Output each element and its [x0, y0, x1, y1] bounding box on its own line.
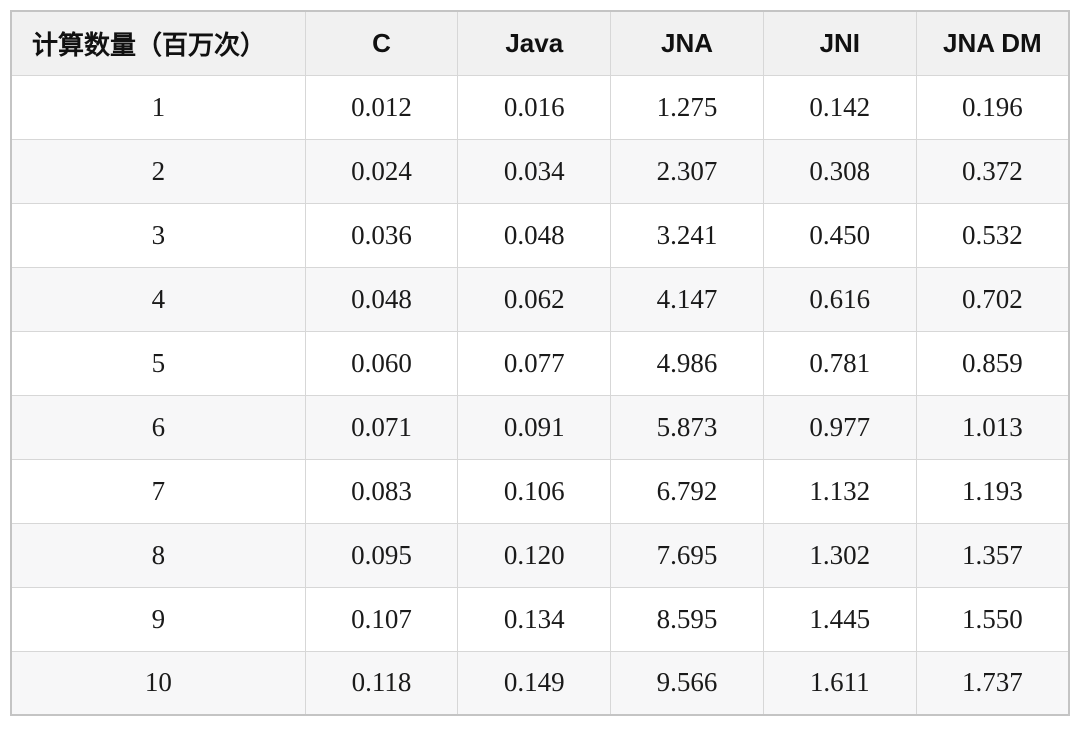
row-label-cell: 3 — [10, 202, 306, 268]
header-cell-jni: JNI — [762, 10, 917, 76]
table-row: 6 0.071 0.091 5.873 0.977 1.013 — [10, 394, 1070, 460]
value-cell: 0.095 — [304, 522, 459, 588]
value-cell: 0.048 — [304, 266, 459, 332]
value-cell: 0.012 — [304, 74, 459, 140]
value-cell: 0.077 — [457, 330, 612, 396]
header-cell-java: Java — [457, 10, 612, 76]
value-cell: 0.106 — [457, 458, 612, 524]
row-label-cell: 10 — [10, 650, 306, 716]
value-cell: 7.695 — [610, 522, 764, 588]
value-cell: 0.107 — [304, 586, 459, 652]
value-cell: 0.083 — [304, 458, 459, 524]
value-cell: 6.792 — [610, 458, 764, 524]
table-row: 10 0.118 0.149 9.566 1.611 1.737 — [10, 650, 1070, 716]
row-label-cell: 9 — [10, 586, 306, 652]
value-cell: 4.986 — [610, 330, 764, 396]
table-row: 4 0.048 0.062 4.147 0.616 0.702 — [10, 266, 1070, 332]
row-label-cell: 4 — [10, 266, 306, 332]
value-cell: 0.149 — [457, 650, 612, 716]
header-row: 计算数量（百万次） C Java JNA JNI JNA DM — [10, 10, 1070, 76]
value-cell: 0.977 — [762, 394, 917, 460]
value-cell: 0.016 — [457, 74, 612, 140]
table-row: 5 0.060 0.077 4.986 0.781 0.859 — [10, 330, 1070, 396]
value-cell: 1.550 — [915, 586, 1070, 652]
value-cell: 0.062 — [457, 266, 612, 332]
header-cell-jna: JNA — [610, 10, 764, 76]
header-cell-count: 计算数量（百万次） — [10, 10, 306, 76]
value-cell: 4.147 — [610, 266, 764, 332]
value-cell: 0.196 — [915, 74, 1070, 140]
table-container: 计算数量（百万次） C Java JNA JNI JNA DM 1 0.012 0.016 1.… — [10, 10, 1070, 716]
value-cell: 1.275 — [610, 74, 764, 140]
value-cell: 0.616 — [762, 266, 917, 332]
value-cell: 1.445 — [762, 586, 917, 652]
value-cell: 0.091 — [457, 394, 612, 460]
value-cell: 0.450 — [762, 202, 917, 268]
table-row: 2 0.024 0.034 2.307 0.308 0.372 — [10, 138, 1070, 204]
row-label-cell: 5 — [10, 330, 306, 396]
value-cell: 5.873 — [610, 394, 764, 460]
value-cell: 1.302 — [762, 522, 917, 588]
table-body: 1 0.012 0.016 1.275 0.142 0.196 2 0.024 0.034 2.3… — [10, 74, 1070, 716]
value-cell: 1.357 — [915, 522, 1070, 588]
value-cell: 0.024 — [304, 138, 459, 204]
value-cell: 9.566 — [610, 650, 764, 716]
value-cell: 0.372 — [915, 138, 1070, 204]
table-row: 8 0.095 0.120 7.695 1.302 1.357 — [10, 522, 1070, 588]
value-cell: 0.118 — [304, 650, 459, 716]
header-cell-c: C — [304, 10, 459, 76]
value-cell: 0.142 — [762, 74, 917, 140]
table-row: 3 0.036 0.048 3.241 0.450 0.532 — [10, 202, 1070, 268]
value-cell: 0.859 — [915, 330, 1070, 396]
value-cell: 0.060 — [304, 330, 459, 396]
value-cell: 0.071 — [304, 394, 459, 460]
value-cell: 0.034 — [457, 138, 612, 204]
value-cell: 8.595 — [610, 586, 764, 652]
table-row: 9 0.107 0.134 8.595 1.445 1.550 — [10, 586, 1070, 652]
table-row: 1 0.012 0.016 1.275 0.142 0.196 — [10, 74, 1070, 140]
value-cell: 1.193 — [915, 458, 1070, 524]
row-label-cell: 1 — [10, 74, 306, 140]
value-cell: 0.702 — [915, 266, 1070, 332]
value-cell: 1.132 — [762, 458, 917, 524]
value-cell: 0.134 — [457, 586, 612, 652]
value-cell: 0.120 — [457, 522, 612, 588]
row-label-cell: 6 — [10, 394, 306, 460]
value-cell: 2.307 — [610, 138, 764, 204]
value-cell: 0.048 — [457, 202, 612, 268]
row-label-cell: 8 — [10, 522, 306, 588]
value-cell: 0.308 — [762, 138, 917, 204]
value-cell: 0.036 — [304, 202, 459, 268]
value-cell: 3.241 — [610, 202, 764, 268]
table-row: 7 0.083 0.106 6.792 1.132 1.193 — [10, 458, 1070, 524]
value-cell: 0.532 — [915, 202, 1070, 268]
row-label-cell: 7 — [10, 458, 306, 524]
value-cell: 1.013 — [915, 394, 1070, 460]
benchmark-table: 计算数量（百万次） C Java JNA JNI JNA DM 1 0.012 0.016 1.… — [10, 10, 1070, 716]
value-cell: 0.781 — [762, 330, 917, 396]
value-cell: 1.737 — [915, 650, 1070, 716]
header-cell-jna-dm: JNA DM — [915, 10, 1070, 76]
row-label-cell: 2 — [10, 138, 306, 204]
value-cell: 1.611 — [762, 650, 917, 716]
